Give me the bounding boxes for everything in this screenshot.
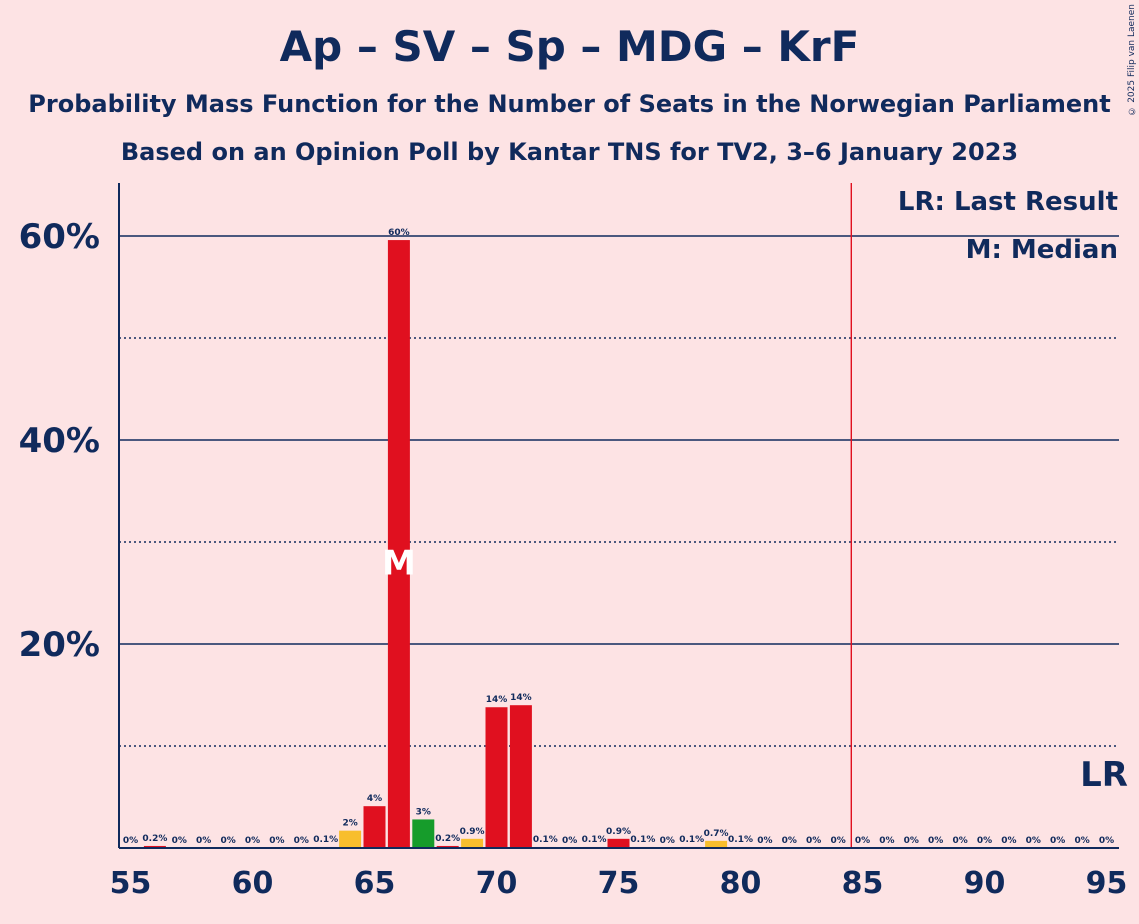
x-tick-label: 55 (110, 866, 152, 901)
bar-66 (387, 240, 410, 848)
last-result-marker: LR (1080, 755, 1128, 795)
bar-label-84: 0% (830, 836, 845, 846)
x-tick-label: 65 (354, 866, 396, 901)
legend-median: M: Median (966, 235, 1118, 265)
bar-label-56: 0.2% (142, 834, 167, 844)
bar-label-92: 0% (1026, 836, 1041, 846)
bar-label-59: 0% (220, 836, 235, 846)
bar-label-64: 2% (342, 819, 357, 829)
bar-68 (436, 845, 459, 848)
x-tick-label: 90 (964, 866, 1006, 901)
bar-label-66: 60% (388, 228, 410, 238)
legend-last-result: LR: Last Result (898, 187, 1118, 217)
bar-label-76: 0.1% (630, 835, 655, 845)
bar-label-72: 0.1% (533, 835, 558, 845)
bar-75 (607, 838, 630, 848)
chart-subtitle-poll: Based on an Opinion Poll by Kantar TNS f… (120, 138, 1019, 166)
bar-64 (339, 830, 362, 848)
bars: M (143, 183, 852, 848)
bar-69 (461, 838, 484, 848)
bar-label-74: 0.1% (582, 835, 607, 845)
gridlines (119, 235, 1119, 747)
bar-79 (705, 840, 728, 848)
bar-label-75: 0.9% (606, 827, 631, 837)
bar-label-60: 0% (245, 836, 260, 846)
x-tick-label: 85 (842, 866, 884, 901)
y-tick-label: 40% (19, 421, 100, 461)
bar-label-88: 0% (928, 836, 943, 846)
x-tick-label: 80 (720, 866, 762, 901)
bar-label-73: 0% (562, 836, 577, 846)
bar-label-55: 0% (123, 836, 138, 846)
bar-label-93: 0% (1050, 836, 1065, 846)
bar-label-70: 14% (486, 695, 508, 705)
bar-label-95: 0% (1099, 836, 1114, 846)
bar-67 (412, 819, 435, 848)
x-tick-label: 60 (232, 866, 274, 901)
bar-label-94: 0% (1074, 836, 1089, 846)
axes: 20% 40% 60% 55 60 65 70 75 80 85 90 95 LR (19, 183, 1128, 901)
bar-label-81: 0% (757, 836, 772, 846)
y-tick-label: 60% (19, 217, 100, 257)
bar-label-79: 0.7% (704, 829, 729, 839)
bar-label-91: 0% (1001, 836, 1016, 846)
bar-label-58: 0% (196, 836, 211, 846)
chart-title: Ap – SV – Sp – MDG – KrF (279, 22, 860, 71)
bar-label-85: 0% (855, 836, 870, 846)
y-tick-label: 20% (19, 625, 100, 665)
bar-label-62: 0% (294, 836, 309, 846)
x-tick-label: 75 (598, 866, 640, 901)
x-tick-label: 95 (1086, 866, 1128, 901)
bar-label-77: 0% (660, 836, 675, 846)
bar-label-89: 0% (952, 836, 967, 846)
bar-label-90: 0% (977, 836, 992, 846)
bar-label-65: 4% (367, 794, 382, 804)
bar-label-61: 0% (269, 836, 284, 846)
bar-70 (485, 707, 508, 848)
bar-label-63: 0.1% (313, 835, 338, 845)
bar-56 (143, 845, 166, 848)
bar-label-57: 0% (172, 836, 187, 846)
chart-subtitle: Probability Mass Function for the Number… (28, 90, 1111, 118)
bar-label-78: 0.1% (679, 835, 704, 845)
bar-71 (509, 705, 532, 848)
bar-label-83: 0% (806, 836, 821, 846)
x-tick-label: 70 (476, 866, 518, 901)
bar-label-67: 3% (416, 807, 431, 817)
bar-65 (363, 806, 386, 848)
median-marker: M (382, 544, 416, 584)
bar-label-87: 0% (904, 836, 919, 846)
bar-labels: 0% 0.2% 0% 0% 0% 0% 0% 0% 0.1%2%4%60%3%0.2%0.9%1… (123, 228, 1114, 846)
bar-label-69: 0.9% (460, 827, 485, 837)
bar-label-68: 0.2% (435, 834, 460, 844)
bar-label-82: 0% (782, 836, 797, 846)
bar-label-71: 14% (510, 693, 532, 703)
bar-label-80: 0.1% (728, 835, 753, 845)
bar-label-86: 0% (879, 836, 894, 846)
